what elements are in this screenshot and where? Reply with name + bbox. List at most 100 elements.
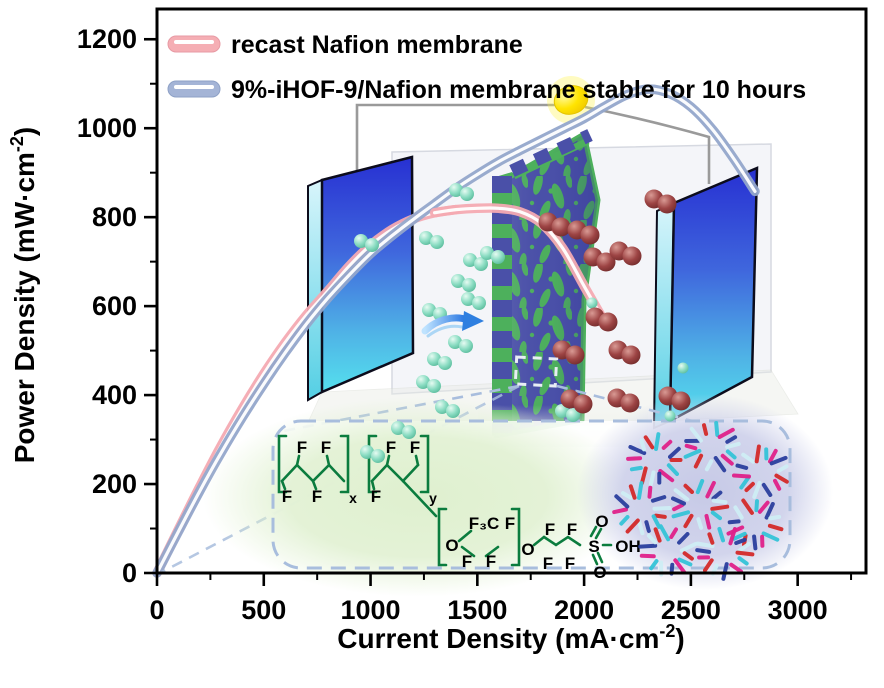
power-curve-recast-nafion-peak xyxy=(429,203,609,325)
nafion-label: F xyxy=(505,514,515,533)
oxygen-molecule xyxy=(620,393,640,413)
nafion-label: F xyxy=(321,438,331,457)
oxygen-molecule xyxy=(598,312,618,332)
nafion-label: F xyxy=(410,438,420,457)
y-axis-title: Power Density (mW·cm-2) xyxy=(7,127,40,464)
hydrogen-molecule xyxy=(419,231,433,245)
hydrogen-molecule xyxy=(459,339,473,353)
legend-item-recast-nafion: recast Nafion membrane xyxy=(167,31,523,59)
hydrogen-molecule xyxy=(474,257,488,271)
oxygen-molecule xyxy=(565,345,585,365)
oxygen-molecule xyxy=(580,225,600,245)
svg-text:1000: 1000 xyxy=(77,113,137,143)
hydrogen-molecule xyxy=(402,425,416,439)
nafion-label-oh: OH xyxy=(615,537,641,556)
light-bulb-icon xyxy=(547,76,595,124)
hydrogen-molecule xyxy=(446,404,460,418)
left-electrode xyxy=(307,155,415,402)
hydrogen-molecule xyxy=(354,234,368,248)
svg-text:0: 0 xyxy=(149,595,164,625)
hydrogen-molecule xyxy=(391,421,405,435)
inset-dashed-border xyxy=(271,419,792,570)
nafion-label: O xyxy=(445,536,458,555)
hydrogen-molecule xyxy=(416,375,430,389)
svg-text:500: 500 xyxy=(241,595,286,625)
oxygen-molecule xyxy=(622,246,642,266)
membrane-top-caps xyxy=(509,129,593,177)
nafion-label: F xyxy=(486,552,496,571)
svg-text:1200: 1200 xyxy=(77,24,137,54)
nafion-label: O xyxy=(595,512,608,531)
svg-text:400: 400 xyxy=(92,380,137,410)
oxygen-molecule xyxy=(671,391,691,411)
legend-label-ihof: 9%-iHOF-9/Nafion membrane stable for 10 … xyxy=(231,76,806,104)
hydrogen-molecule xyxy=(677,362,689,374)
nafion-label: F xyxy=(462,552,472,571)
hydrogen-molecule xyxy=(422,303,436,317)
hydrogen-molecule xyxy=(365,238,379,252)
hydrogen-molecule xyxy=(586,297,598,309)
nafion-subscript-y: y xyxy=(429,490,437,506)
oxygen-molecule xyxy=(551,217,571,237)
legend: recast Nafion membrane 9%-iHOF-9/Nafion … xyxy=(167,31,806,104)
nafion-structure: F F F F x F F F y O F₃C F F F O F F xyxy=(277,434,641,582)
svg-text:2000: 2000 xyxy=(554,595,614,625)
hydrogen-molecule xyxy=(427,379,441,393)
hydrogen-molecule xyxy=(461,292,475,306)
oxygen-molecule xyxy=(573,394,593,414)
ihof-crystal-structure xyxy=(612,421,789,581)
nafion-label: S xyxy=(588,537,599,556)
svg-text:3000: 3000 xyxy=(768,595,828,625)
inset-purple-glow xyxy=(577,394,833,590)
svg-text:2500: 2500 xyxy=(661,595,721,625)
svg-text:600: 600 xyxy=(92,291,137,321)
svg-text:200: 200 xyxy=(92,469,137,499)
gas-molecules xyxy=(354,183,691,463)
flow-arrow-icon xyxy=(421,311,484,338)
nafion-label: F xyxy=(545,520,555,539)
hydrogen-molecule xyxy=(460,187,474,201)
nafion-label: F xyxy=(543,554,553,573)
hydrogen-molecule xyxy=(491,250,505,264)
legend-label-recast: recast Nafion membrane xyxy=(231,31,523,59)
hydrogen-molecule xyxy=(427,352,441,366)
hydrogen-molecule xyxy=(480,246,494,260)
oxygen-molecule xyxy=(596,252,616,272)
nafion-label: F xyxy=(565,554,575,573)
hydrogen-molecule xyxy=(448,335,462,349)
svg-text:0: 0 xyxy=(122,558,137,588)
hydrogen-molecule xyxy=(360,445,374,459)
axis-tick-labels: 0 500 1000 1500 2000 2500 3000 0 200 400 600 800 100… xyxy=(77,24,828,625)
hydrogen-molecule xyxy=(664,410,676,422)
oxygen-molecule xyxy=(621,345,641,365)
legend-item-ihof-nafion: 9%-iHOF-9/Nafion membrane stable for 10 … xyxy=(167,76,806,104)
nafion-label: F xyxy=(371,487,381,506)
x-axis-title: Current Density (mA·cm-2) xyxy=(337,621,684,654)
hydrogen-molecule xyxy=(555,404,569,418)
nafion-label: F₃C xyxy=(469,514,500,533)
zoom-region-box xyxy=(513,355,559,388)
hydrogen-molecule xyxy=(430,235,444,249)
hydrogen-molecule xyxy=(371,449,385,463)
hydrogen-molecule xyxy=(449,183,463,197)
oxygen-molecule xyxy=(657,194,677,214)
nafion-label: F xyxy=(567,520,577,539)
hydrogen-molecule xyxy=(438,356,452,370)
svg-text:1000: 1000 xyxy=(341,595,401,625)
nafion-label: F xyxy=(386,438,396,457)
inset-panel: F F F F x F F F y O F₃C F F F O F F xyxy=(203,394,833,597)
hydrogen-molecule xyxy=(463,253,477,267)
hydrogen-molecule xyxy=(435,400,449,414)
nafion-label: F xyxy=(312,487,322,506)
nafion-label: O xyxy=(521,540,534,559)
hydrogen-molecule xyxy=(472,296,486,310)
hydrogen-molecule xyxy=(462,278,476,292)
fuel-cell-illustration: F F F F x F F F y O F₃C F F F O F F xyxy=(152,76,833,597)
svg-text:1500: 1500 xyxy=(447,595,507,625)
nafion-label: F xyxy=(297,438,307,457)
nafion-subscript-x: x xyxy=(349,490,357,506)
hydrogen-molecule xyxy=(566,408,580,422)
hydrogen-molecule xyxy=(451,274,465,288)
